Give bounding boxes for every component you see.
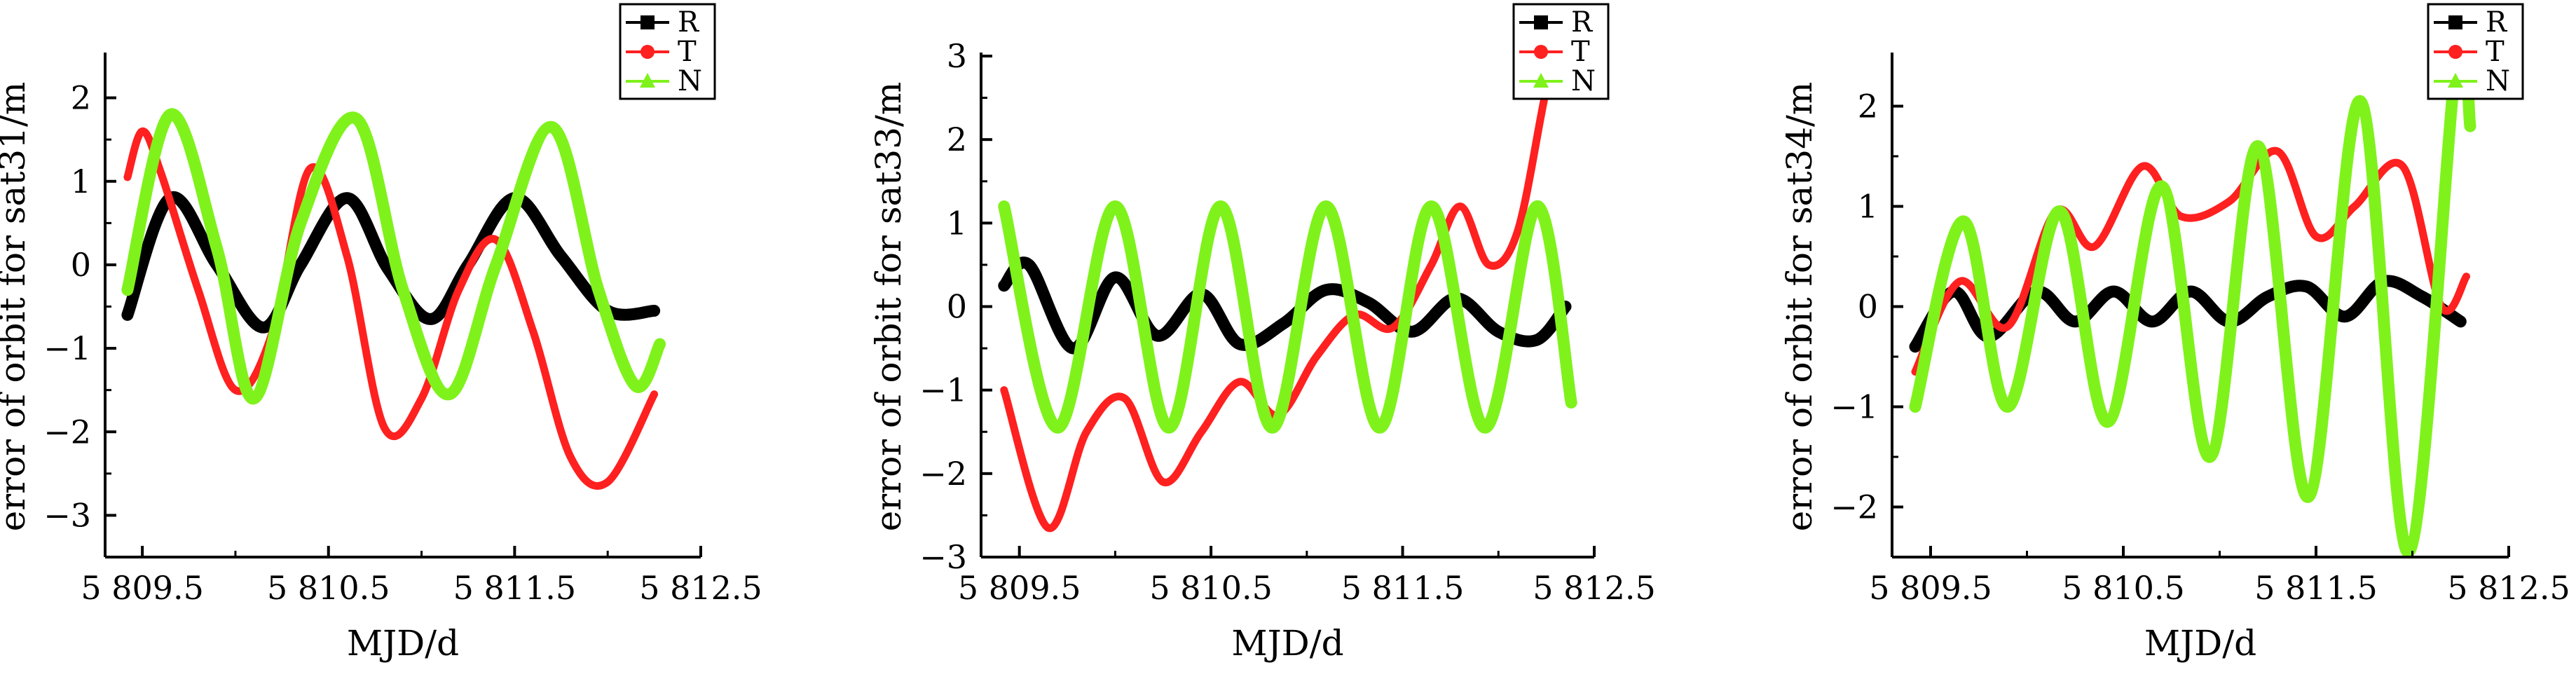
x-tick-label: 5 809.5 bbox=[958, 569, 1081, 607]
series-line-N bbox=[998, 200, 1577, 434]
legend-marker-T bbox=[1534, 45, 1548, 59]
series-line-T bbox=[123, 127, 659, 490]
y-axis-label: error of orbit for sat34/m bbox=[1779, 82, 1820, 532]
chart-panel-sat31: 5 809.5 5 810.5 5 811.5 5 812.5 −3 −2 −1 0 1 2 MJ… bbox=[0, 3, 762, 664]
y-tick-label: −1 bbox=[43, 329, 91, 367]
y-tick-label: 2 bbox=[71, 79, 91, 117]
x-tick-label: 5 810.5 bbox=[2062, 569, 2185, 607]
axes-frame bbox=[1891, 53, 2510, 558]
series-line-T bbox=[1000, 56, 1564, 533]
chart-panel-sat34: 5 809.5 5 810.5 5 811.5 5 812.5 −2 −1 0 1 2 MJD/… bbox=[1779, 3, 2570, 664]
x-tick-label: 5 809.5 bbox=[81, 569, 204, 607]
series-line-T bbox=[1911, 146, 2470, 376]
axes-frame bbox=[980, 53, 1596, 558]
y-tick-label: 1 bbox=[1858, 188, 1878, 226]
legend-marker-T bbox=[2448, 45, 2462, 59]
legend-label: R bbox=[678, 6, 700, 39]
y-tick-label: 2 bbox=[1858, 88, 1878, 125]
series-lines bbox=[1909, 56, 2476, 557]
y-tick-label: 0 bbox=[71, 246, 91, 284]
series-line-N bbox=[1909, 56, 2476, 557]
legend-label: R bbox=[2486, 6, 2508, 39]
y-tick-label: 1 bbox=[71, 163, 91, 200]
series-lines bbox=[998, 56, 1577, 533]
legend-marker-N bbox=[2448, 73, 2463, 88]
y-tick-label: −2 bbox=[1830, 488, 1878, 526]
legend: RTN bbox=[2427, 3, 2524, 100]
y-tick-label: 3 bbox=[947, 37, 967, 75]
legend-label: T bbox=[678, 36, 697, 68]
legend-label: N bbox=[2486, 65, 2510, 97]
y-tick-label: −2 bbox=[919, 455, 967, 493]
x-tick-label: 5 812.5 bbox=[2447, 569, 2570, 607]
y-tick-label: 0 bbox=[1858, 288, 1878, 326]
tick-labels: 5 809.5 5 810.5 5 811.5 5 812.5 −2 −1 0 1 2 bbox=[1830, 88, 2570, 608]
y-tick-label: −2 bbox=[43, 413, 91, 451]
y-tick-label: −1 bbox=[1830, 388, 1878, 426]
x-tick-label: 5 809.5 bbox=[1869, 569, 1992, 607]
x-tick-label: 5 811.5 bbox=[453, 569, 577, 607]
legend-marker-R bbox=[640, 15, 655, 29]
legend-label: N bbox=[678, 65, 702, 97]
chart-panel-sat33: 5 809.5 5 810.5 5 811.5 5 812.5 −3 −2 −1 0 1 2 3 M… bbox=[868, 3, 1656, 664]
axes-frame bbox=[104, 53, 702, 558]
x-axis-label: MJD/d bbox=[347, 623, 459, 664]
tick-labels: 5 809.5 5 810.5 5 811.5 5 812.5 −3 −2 −1 0 1 2 3 bbox=[919, 37, 1656, 607]
series-lines bbox=[121, 108, 666, 490]
x-tick-label: 5 810.5 bbox=[1149, 569, 1273, 607]
series-line-R bbox=[121, 191, 661, 334]
legend: RTN bbox=[619, 3, 716, 100]
legend-marker-R bbox=[1534, 15, 1548, 29]
y-tick-label: 2 bbox=[947, 121, 967, 158]
y-tick-label: 0 bbox=[947, 288, 967, 326]
x-tick-label: 5 810.5 bbox=[267, 569, 390, 607]
x-tick-label: 5 811.5 bbox=[2254, 569, 2378, 607]
x-tick-label: 5 811.5 bbox=[1341, 569, 1465, 607]
legend-label: N bbox=[1571, 65, 1596, 97]
legend-marker-R bbox=[2448, 15, 2462, 29]
legend-marker-N bbox=[1533, 73, 1549, 88]
series-line-N bbox=[121, 108, 666, 405]
legend-label: T bbox=[2486, 36, 2505, 68]
x-tick-label: 5 812.5 bbox=[1533, 569, 1656, 607]
legend-label: T bbox=[1571, 36, 1590, 68]
y-tick-label: 1 bbox=[947, 204, 967, 242]
y-axis-label: error of orbit for sat33/m bbox=[868, 82, 909, 532]
x-tick-label: 5 812.5 bbox=[639, 569, 762, 607]
x-axis-label: MJD/d bbox=[2144, 623, 2256, 664]
y-tick-label: −3 bbox=[919, 538, 967, 576]
x-axis-label: MJD/d bbox=[1231, 623, 1343, 664]
legend-marker-N bbox=[640, 73, 655, 88]
tick-labels: 5 809.5 5 810.5 5 811.5 5 812.5 −3 −2 −1 0 1 2 bbox=[43, 79, 762, 607]
y-axis-label: error of orbit for sat31/m bbox=[0, 82, 33, 532]
legend-marker-T bbox=[640, 45, 655, 59]
y-tick-label: −3 bbox=[43, 496, 91, 534]
y-tick-label: −1 bbox=[919, 371, 967, 409]
legend-label: R bbox=[1571, 6, 1594, 39]
legend: RTN bbox=[1512, 3, 1610, 100]
